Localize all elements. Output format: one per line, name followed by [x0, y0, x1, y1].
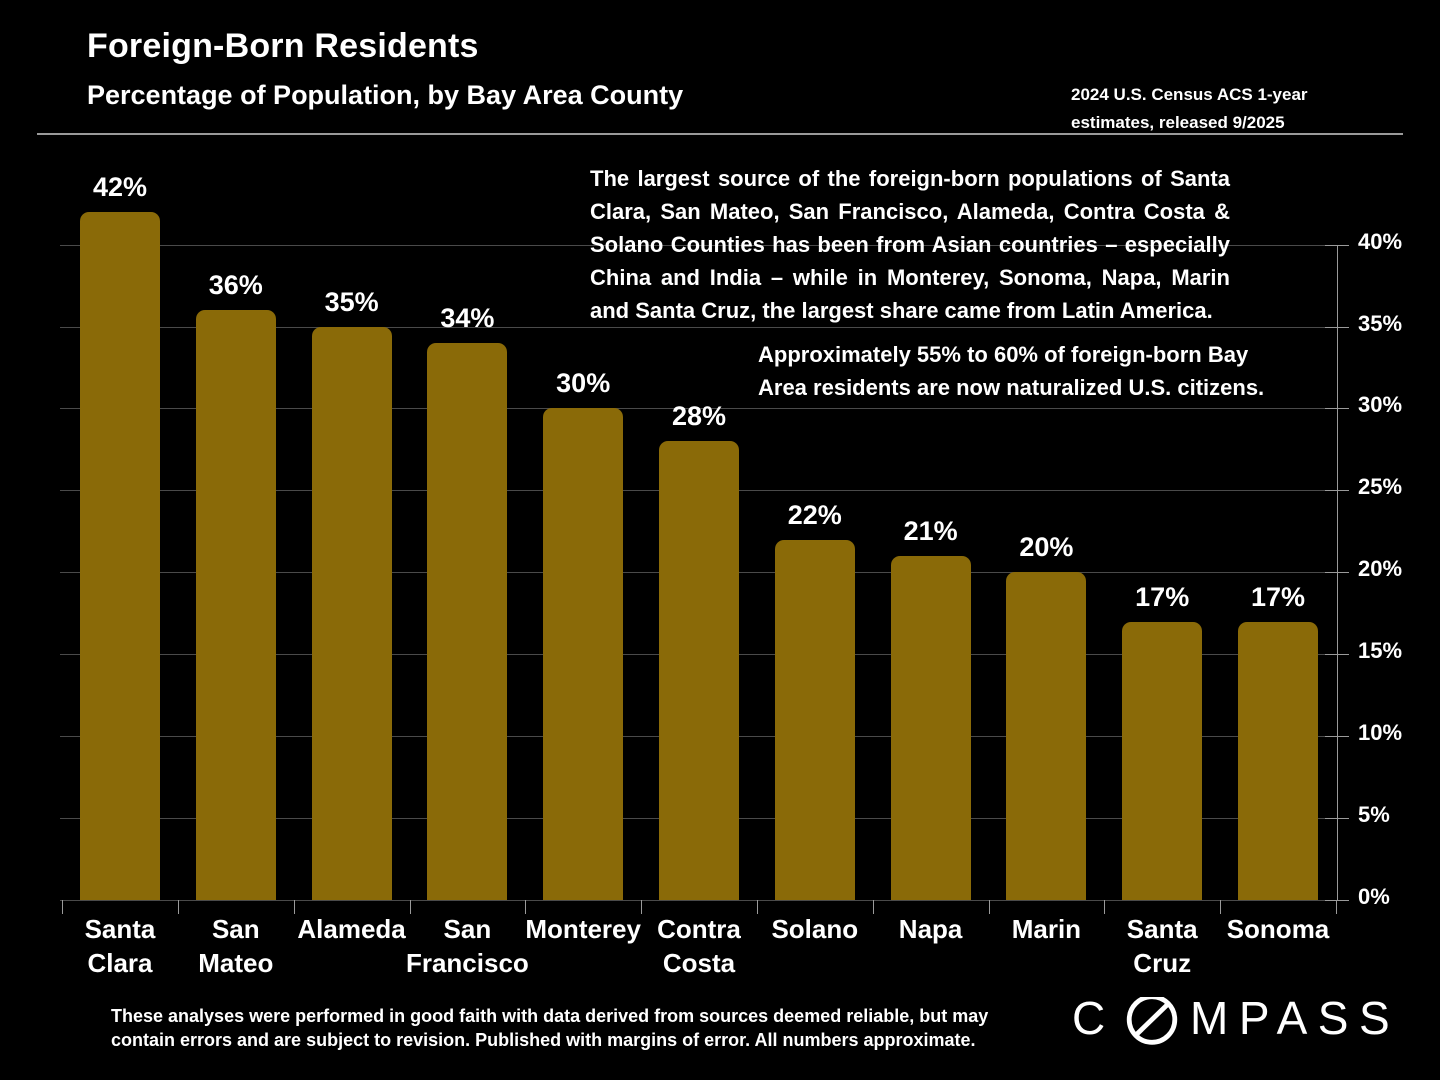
svg-text:MPASS: MPASS: [1190, 997, 1400, 1044]
svg-text:C: C: [1072, 997, 1105, 1044]
